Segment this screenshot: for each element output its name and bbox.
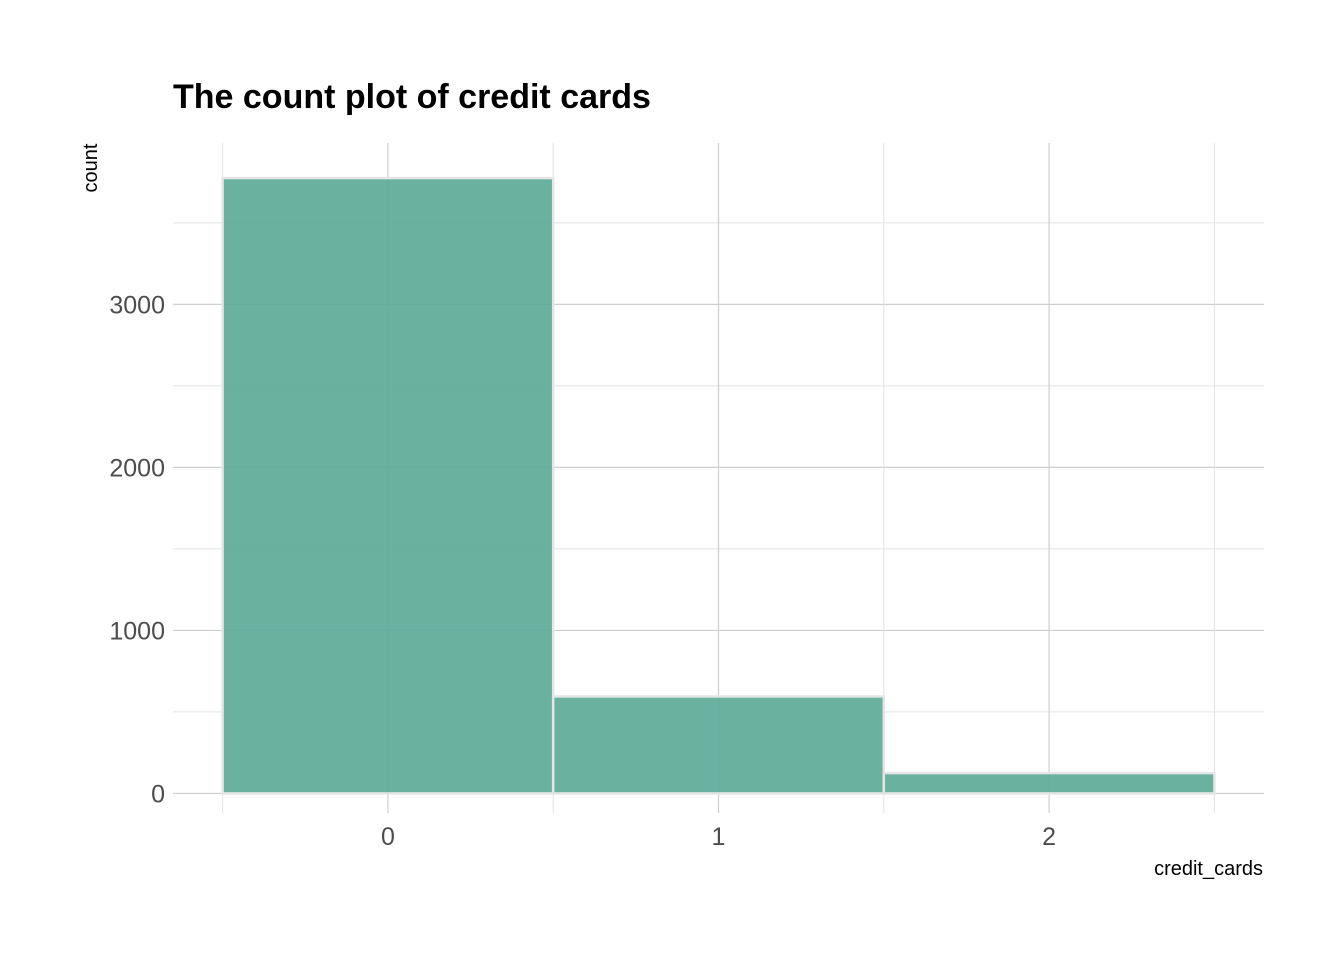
bars [221,176,1216,795]
x-axis-title: credit_cards [1154,858,1263,880]
x-tick-label: 1 [712,823,726,851]
y-tick-label: 1000 [109,617,165,645]
bar-2 [882,771,1216,795]
bar-1 [551,695,886,795]
chart-title: The count plot of credit cards [173,78,651,116]
y-tick-label: 2000 [109,454,165,482]
bar-0 [221,176,555,795]
x-axis-ticks: 0 1 2 [381,823,1056,851]
x-tick-label: 0 [381,823,395,851]
y-axis-ticks: 0 1000 2000 3000 [109,291,165,808]
x-tick-label: 2 [1042,823,1056,851]
y-tick-label: 3000 [109,291,165,319]
y-tick-label: 0 [151,780,165,808]
y-axis-title: count [80,143,102,192]
